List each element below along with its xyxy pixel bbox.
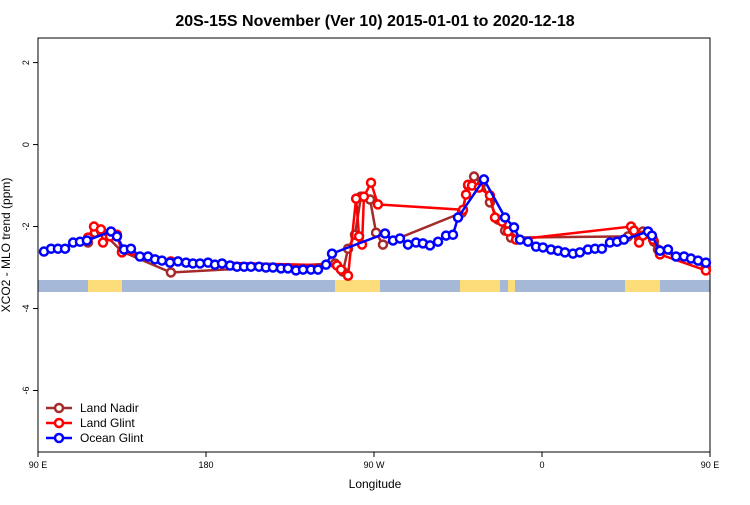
chart-title: 20S-15S November (Ver 10) 2015-01-01 to … <box>175 13 574 30</box>
point <box>377 239 389 250</box>
point <box>372 199 384 210</box>
point <box>81 235 93 246</box>
point <box>537 242 549 253</box>
point <box>596 243 608 254</box>
point <box>59 243 71 254</box>
point <box>618 234 630 245</box>
point <box>662 244 674 255</box>
point <box>394 233 406 244</box>
legend-label: Ocean Glint <box>80 431 144 445</box>
legend-marker <box>53 432 65 444</box>
land-patch <box>460 280 500 292</box>
point <box>111 231 123 242</box>
point <box>424 240 436 251</box>
point <box>499 212 511 223</box>
y-tick-label: 0 <box>21 142 31 147</box>
land-patch <box>335 280 380 292</box>
point <box>379 228 391 239</box>
y-tick-label: 2 <box>21 60 31 65</box>
point <box>312 264 324 275</box>
point <box>95 224 107 235</box>
point <box>342 270 354 281</box>
point <box>478 174 490 185</box>
point <box>654 245 666 256</box>
point <box>559 247 571 258</box>
point <box>172 256 184 267</box>
point <box>216 258 228 269</box>
point <box>508 222 520 233</box>
x-tick-label: 90 W <box>363 460 385 470</box>
land-patch <box>625 280 660 292</box>
y-tick-label: -6 <box>21 387 31 395</box>
point <box>514 234 526 245</box>
land-ocean-strip <box>38 280 710 292</box>
point <box>194 258 206 269</box>
point <box>522 236 534 247</box>
point <box>365 177 377 188</box>
legend-marker <box>53 417 65 429</box>
legend-label: Land Nadir <box>80 401 139 415</box>
point <box>628 225 640 236</box>
point <box>460 189 472 200</box>
point <box>156 255 168 266</box>
point <box>402 239 414 250</box>
x-tick-label: 90 E <box>701 460 720 470</box>
point <box>320 259 332 270</box>
x-axis-label: Longitude <box>349 477 402 491</box>
point <box>432 236 444 247</box>
point <box>97 237 109 248</box>
point <box>164 257 176 268</box>
x-tick-label: 90 E <box>29 460 48 470</box>
point <box>353 231 365 242</box>
y-tick-label: -4 <box>21 305 31 313</box>
point <box>326 248 338 259</box>
land-patch <box>508 280 515 292</box>
point <box>700 257 712 268</box>
legend-marker <box>53 402 65 414</box>
point <box>468 171 480 182</box>
point <box>358 191 370 202</box>
point <box>452 212 464 223</box>
point <box>125 243 137 254</box>
point <box>282 263 294 274</box>
point <box>335 264 347 275</box>
y-axis-label: XCO2 - MLO trend (ppm) <box>0 178 13 313</box>
y-tick-label: -2 <box>21 223 31 231</box>
x-tick-label: 0 <box>539 460 544 470</box>
legend-label: Land Glint <box>80 416 135 430</box>
land-patch <box>88 280 122 292</box>
x-tick-label: 180 <box>198 460 213 470</box>
point <box>267 262 279 273</box>
point <box>646 230 658 241</box>
point <box>165 267 177 278</box>
point <box>447 229 459 241</box>
